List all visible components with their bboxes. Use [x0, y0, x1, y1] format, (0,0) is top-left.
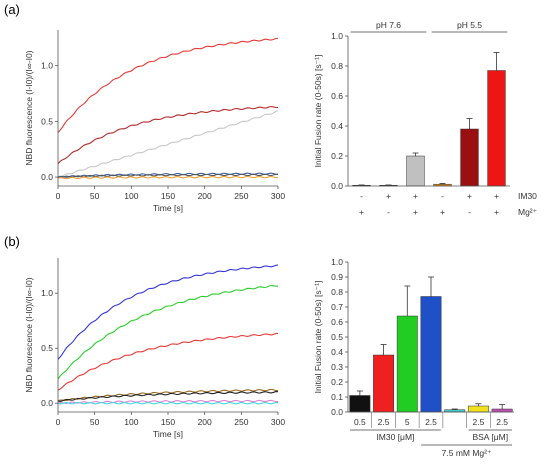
y-axis-label: Initial Fusion rate (0-50s) [s⁻¹] — [313, 281, 323, 394]
y-tick-label: 0.1 — [331, 392, 343, 402]
row-label: IM30 — [518, 191, 537, 201]
bar — [420, 296, 442, 413]
condition-sign: - — [441, 191, 444, 201]
series-line — [58, 110, 279, 178]
category-label: 2.5 — [496, 417, 508, 427]
x-axis-label: Time [s] — [153, 203, 183, 213]
series-line — [57, 37, 279, 133]
condition-sign: + — [413, 207, 418, 217]
y-tick-label: 0.4 — [331, 347, 343, 357]
x-axis-label: Time [s] — [153, 429, 183, 439]
y-tick-label: 0.5 — [41, 343, 53, 353]
category-label: 5 — [405, 417, 410, 427]
bar — [406, 155, 425, 187]
group-label: IM30 [μM] — [376, 432, 414, 442]
group-label: pH 7.6 — [376, 20, 401, 30]
condition-sign: + — [359, 207, 364, 217]
category-label: 2.5 — [473, 417, 485, 427]
bar — [460, 128, 479, 187]
y-tick-label: 1.0 — [41, 61, 53, 71]
bar — [373, 354, 395, 413]
x-tick-label: 250 — [234, 417, 248, 427]
category-label: 2.5 — [378, 417, 390, 427]
x-tick-label: 50 — [90, 191, 100, 201]
chart-a-left: 0 50 100 150 200 250 300 0.0 0.5 1.0 Time [s] NBD f… — [24, 30, 285, 213]
condition-sign: + — [494, 191, 499, 201]
series-line — [57, 173, 278, 179]
bar — [487, 70, 506, 187]
condition-sign: + — [440, 207, 445, 217]
x-tick-label: 300 — [271, 417, 285, 427]
series-line — [57, 399, 279, 405]
bar — [491, 408, 513, 413]
series-line — [57, 332, 279, 391]
y-tick-label: 0.0 — [41, 172, 53, 182]
panel-b-label: (b) — [4, 234, 20, 249]
y-tick-label: 0.3 — [331, 362, 343, 372]
chart-a-right: 0.0 0.2 0.4 0.6 0.8 1.0 Initial Fusion rate (0… — [313, 20, 538, 217]
series-line — [57, 388, 279, 402]
series-line — [57, 105, 278, 165]
y-tick-label: 0.2 — [331, 151, 343, 161]
chart-b-left: 0 50 100 150 200 250 300 0.0 0.5 1.0 Time [s] NBD f… — [24, 258, 285, 439]
y-tick-label: 0.5 — [41, 116, 53, 126]
condition-sign: - — [468, 207, 471, 217]
x-tick-label: 150 — [161, 417, 175, 427]
group-label: pH 5.5 — [457, 20, 482, 30]
y-tick-label: 0.0 — [41, 398, 53, 408]
y-axis-label: NBD fluorescence (I-I0)/(I∞-I0) — [24, 277, 34, 392]
x-tick-label: 150 — [161, 191, 175, 201]
condition-sign: + — [413, 191, 418, 201]
y-tick-label: 0.2 — [331, 377, 343, 387]
x-tick-label: 250 — [234, 191, 248, 201]
condition-label: 7.5 mM Mg²⁺ — [442, 448, 492, 458]
condition-sign: + — [386, 191, 391, 201]
x-tick-label: 200 — [198, 417, 212, 427]
condition-sign: - — [387, 207, 390, 217]
y-axis-label: NBD fluorescence (I-I0)/(I∞-I0) — [24, 50, 34, 165]
series-line — [57, 264, 279, 360]
y-tick-label: 0.0 — [331, 407, 343, 417]
y-tick-label: 1.0 — [41, 288, 53, 298]
y-tick-label: 0.8 — [331, 61, 343, 71]
y-tick-label: 0.0 — [331, 181, 343, 191]
category-label: 0.5 — [354, 417, 366, 427]
y-tick-label: 1.0 — [331, 257, 343, 267]
bar — [467, 405, 489, 413]
y-tick-label: 0.6 — [331, 91, 343, 101]
condition-sign: + — [494, 207, 499, 217]
y-tick-label: 0.7 — [331, 302, 343, 312]
y-tick-label: 0.6 — [331, 317, 343, 327]
panel-a-label: (a) — [4, 2, 20, 17]
condition-sign: + — [467, 191, 472, 201]
x-tick-label: 300 — [271, 191, 285, 201]
condition-sign: - — [360, 191, 363, 201]
x-tick-label: 50 — [90, 417, 100, 427]
y-tick-label: 1.0 — [331, 31, 343, 41]
y-axis-label: Initial Fusion rate (0-50s) [s⁻¹] — [313, 55, 323, 168]
series-line — [57, 401, 279, 405]
x-tick-label: 100 — [124, 191, 138, 201]
bar — [349, 395, 371, 413]
x-tick-label: 0 — [56, 417, 61, 427]
x-tick-label: 100 — [124, 417, 138, 427]
x-tick-label: 0 — [56, 191, 61, 201]
x-tick-label: 200 — [198, 191, 212, 201]
category-label: 2.5 — [425, 417, 437, 427]
series-line — [57, 391, 279, 402]
chart-b-right: 0.0 0.1 0.2 0.3 0.4 0.5 0.6 0.7 0.8 0.9 1.0 Initial… — [313, 257, 514, 458]
series-line — [57, 284, 279, 380]
row-label: Mg²⁺ — [518, 207, 538, 217]
y-tick-label: 0.5 — [331, 332, 343, 342]
group-label: BSA [μM] — [472, 432, 508, 442]
series-line — [57, 175, 279, 180]
bar — [396, 315, 418, 413]
y-tick-label: 0.9 — [331, 272, 343, 282]
y-tick-label: 0.4 — [331, 121, 343, 131]
y-tick-label: 0.8 — [331, 287, 343, 297]
